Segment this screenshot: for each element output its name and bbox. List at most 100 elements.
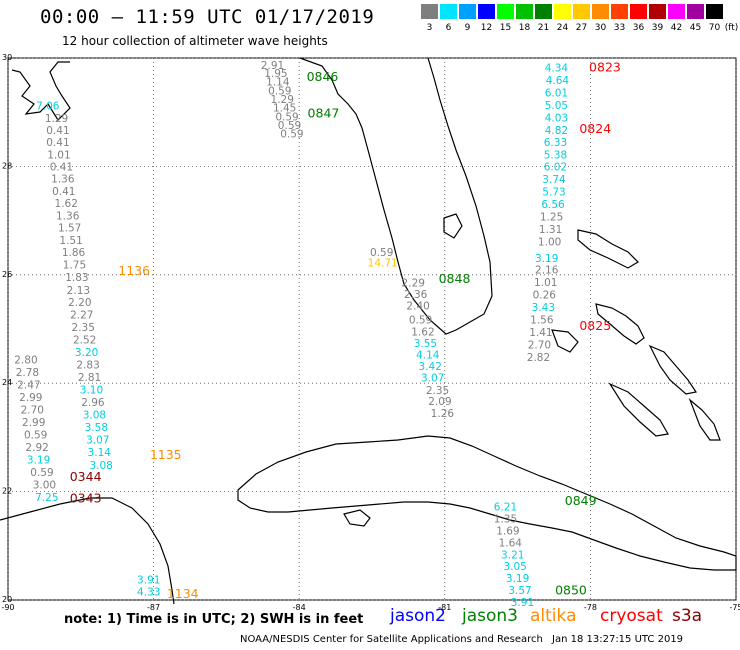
scale-label: 70	[708, 23, 721, 33]
wave-height-value: 2.52	[73, 335, 96, 347]
wave-height-value: 1.86	[62, 247, 86, 259]
wave-height-value: 2.47	[17, 380, 40, 392]
lat-tick-label: 20	[2, 595, 12, 604]
lat-tick-label: 30	[2, 53, 12, 62]
legend-s3a: s3a	[672, 606, 703, 626]
wave-height-value: 2.16	[535, 265, 559, 277]
scale-label: 24	[556, 23, 569, 33]
wave-height-value: 3.43	[532, 302, 555, 314]
wave-height-value: 5.05	[545, 100, 568, 112]
scale-swatch	[573, 4, 590, 19]
wave-height-value: 3.19	[506, 573, 529, 585]
wave-height-value: 2.70	[21, 405, 44, 417]
wave-height-value: 3.10	[80, 384, 103, 396]
wave-height-value: 1.83	[65, 272, 88, 284]
map-frame	[7, 57, 737, 601]
wave-height-value: 2.36	[404, 289, 428, 301]
scale-label: 45	[689, 23, 702, 33]
scale-label: 27	[575, 23, 588, 33]
wave-height-value: 6.56	[541, 199, 565, 211]
wave-height-value: 3.08	[89, 460, 112, 472]
wave-height-value: 4.82	[545, 125, 568, 137]
legend-jason3: jason3	[462, 606, 518, 626]
coast-bahamas-3	[551, 329, 579, 353]
wave-height-value: 0.41	[46, 125, 69, 137]
wave-height-value: 3.19	[27, 454, 50, 466]
scale-label: 39	[651, 23, 664, 33]
wave-height-value: 3.14	[88, 447, 112, 459]
scale-label: 15	[499, 23, 512, 33]
timestamp: Jan 18 13:27:15 UTC 2019	[552, 634, 684, 645]
coast-yucatan	[0, 497, 175, 605]
coast-bahamas-5	[608, 382, 669, 437]
lon-tick-label: -84	[293, 603, 306, 612]
wave-height-value: 5.38	[544, 149, 567, 161]
scale-label: 42	[670, 23, 683, 33]
wave-height-value: 1.35	[494, 513, 517, 525]
wave-height-value: 1.62	[55, 198, 78, 210]
pass-time-label: 0846	[307, 69, 339, 84]
wave-height-value: 3.19	[535, 253, 558, 265]
wave-height-value: 1.01	[47, 149, 70, 161]
wave-height-value: 1.51	[59, 235, 82, 247]
wave-height-value: 1.95	[264, 68, 287, 80]
wave-height-value: 2.29	[402, 278, 425, 290]
wave-height-value: 0.41	[52, 186, 75, 198]
wave-height-value: 1.41	[529, 327, 552, 339]
wave-height-value: 2.80	[14, 355, 37, 367]
wave-height-value: 1.31	[539, 224, 562, 236]
pass-time-label: 0850	[555, 583, 587, 598]
wave-height-value: 7.06	[36, 100, 60, 112]
wave-height-value: 3.00	[33, 479, 56, 491]
lat-tick-label: 26	[2, 270, 12, 279]
wave-height-value: 3.91	[137, 575, 160, 587]
scale-swatch	[649, 4, 666, 19]
wave-height-value: 2.35	[426, 385, 449, 397]
wave-height-value: 3.58	[85, 422, 108, 434]
scale-unit: (ft)	[724, 23, 739, 33]
scale-swatch	[687, 4, 704, 19]
wave-height-value: 2.78	[16, 367, 39, 379]
wave-height-value: 6.02	[544, 162, 567, 174]
wave-height-value: 1.29	[45, 113, 68, 125]
wave-height-value: 2.09	[428, 396, 451, 408]
scale-swatch	[478, 4, 495, 19]
wave-height-value: 4.33	[137, 587, 160, 599]
wave-height-value: 4.64	[546, 75, 570, 87]
wave-height-value: 2.96	[81, 397, 105, 409]
wave-height-value: 4.34	[545, 63, 569, 75]
wave-height-value: 0.59	[30, 467, 53, 479]
wave-height-value: 2.91	[261, 60, 284, 72]
pass-time-label: 0825	[579, 318, 611, 333]
wave-height-value: 1.00	[538, 237, 561, 249]
coast-isla-juventud	[343, 509, 371, 527]
scale-swatch	[497, 4, 514, 19]
wave-height-value: 0.59	[370, 247, 393, 259]
scale-label: 36	[632, 23, 645, 33]
wave-height-value: 0.59	[275, 111, 298, 123]
wave-height-value: 2.20	[68, 297, 91, 309]
scale-swatch	[516, 4, 533, 19]
scale-label: 6	[445, 23, 452, 33]
lat-tick-label: 28	[2, 161, 12, 170]
scale-label: 21	[537, 23, 550, 33]
page-subtitle: 12 hour collection of altimeter wave hei…	[62, 34, 328, 48]
wave-height-value: 2.81	[78, 372, 101, 384]
lon-tick-label: -87	[147, 603, 160, 612]
wave-height-value: 0.59	[280, 129, 303, 141]
wave-height-value: 1.14	[266, 77, 290, 89]
wave-height-value: 3.07	[86, 434, 109, 446]
lon-tick-label: -75	[729, 603, 740, 612]
scale-label: 9	[464, 23, 471, 33]
wave-height-value: 1.62	[411, 327, 434, 339]
scale-swatch	[421, 4, 438, 19]
wave-height-value: 3.91	[511, 597, 534, 609]
coastlines	[0, 57, 737, 605]
scale-swatch	[440, 4, 457, 19]
wave-height-value: 1.36	[51, 174, 75, 186]
legend-cryosat: cryosat	[600, 606, 663, 626]
wave-height-value: 1.25	[540, 212, 563, 224]
wave-height-value: 0.59	[278, 120, 301, 132]
wave-height-value: 3.08	[83, 409, 106, 421]
